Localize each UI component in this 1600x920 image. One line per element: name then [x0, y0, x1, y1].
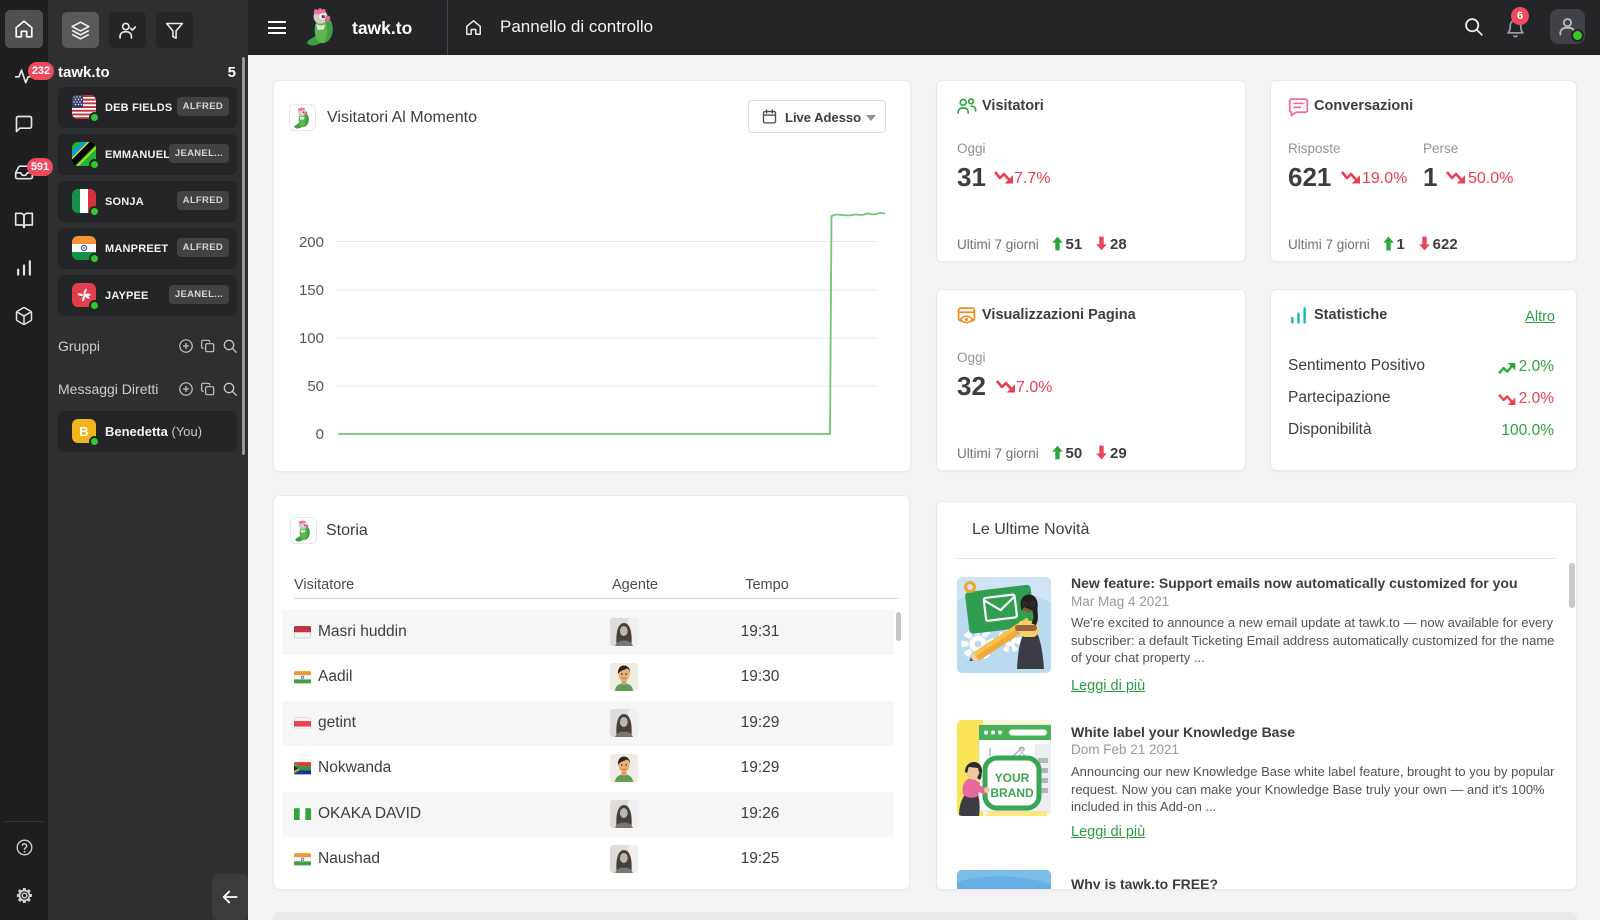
svg-text:50: 50 — [307, 378, 324, 395]
svg-text:200: 200 — [299, 234, 324, 251]
svg-text:YOUR: YOUR — [995, 771, 1030, 785]
svg-text:150: 150 — [299, 282, 324, 299]
svg-text:0: 0 — [316, 426, 324, 443]
svg-text:100: 100 — [299, 330, 324, 347]
svg-text:BRAND: BRAND — [990, 786, 1034, 800]
